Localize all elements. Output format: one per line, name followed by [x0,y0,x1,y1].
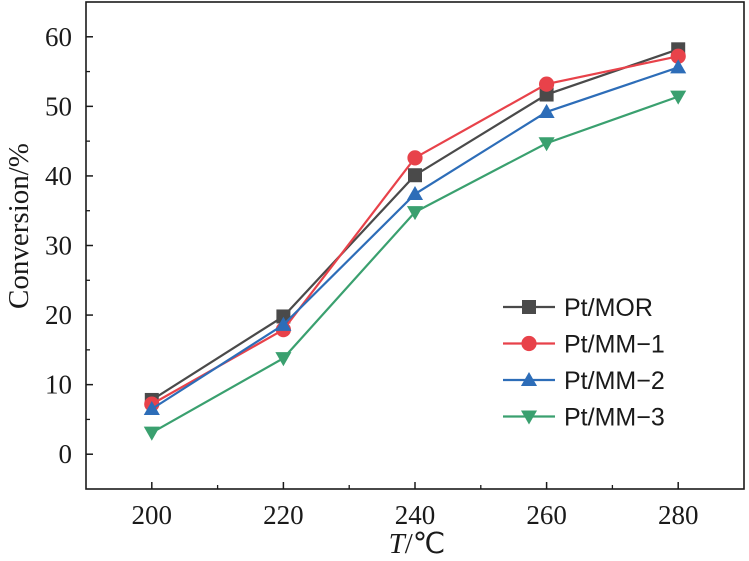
x-axis-title-variable: T [389,528,407,560]
legend-item: Pt/MM−3 [503,404,665,432]
series-4 [143,90,687,441]
data-point [539,87,554,102]
data-point [670,59,687,74]
legend-marker [520,371,538,387]
y-tick-label: 60 [45,22,72,52]
y-tick-label: 50 [45,91,72,121]
data-point [406,185,424,201]
legend-label: Pt/MM−1 [564,331,665,359]
data-point [143,400,160,416]
x-axis-title: T/℃ [389,528,446,560]
x-tick-label: 260 [526,500,567,530]
legend: Pt/MOR Pt/MM−1 Pt/MM−2 Pt/MM−3 [503,294,665,432]
legend-item: Pt/MOR [503,294,653,322]
data-point [407,150,423,166]
data-point [275,316,292,331]
series-layer [143,42,687,441]
legend-marker [522,300,536,314]
data-point [538,137,555,152]
legend-label: Pt/MM−3 [564,404,665,432]
y-tick-label: 20 [45,300,72,330]
x-axis: 200 220 240 260 280 [132,482,699,530]
x-tick-label: 200 [132,500,173,530]
x-axis-title-unit: /℃ [405,528,446,560]
legend-item: Pt/MM−2 [503,367,665,395]
data-point [406,206,424,221]
data-point [670,90,687,105]
y-tick-label: 0 [59,439,73,469]
y-axis: 0 10 20 30 40 50 60 [45,22,93,469]
legend-marker [521,335,537,352]
y-axis-title: Conversion/% [3,143,35,309]
legend-label: Pt/MOR [564,294,653,322]
legend-item: Pt/MM−1 [503,331,665,359]
y-tick-label: 40 [45,161,72,191]
data-point [538,103,555,118]
y-tick-label: 10 [45,370,72,400]
legend-label: Pt/MM−2 [564,367,665,395]
data-point [408,168,422,183]
legend-marker [520,410,538,425]
x-tick-label: 240 [395,500,436,530]
x-tick-label: 220 [263,500,304,530]
data-point [143,426,160,441]
data-point [539,76,555,92]
series-3 [143,59,687,416]
data-point [670,48,686,64]
data-point [275,352,292,367]
y-tick-label: 30 [45,231,72,261]
x-tick-label: 280 [658,500,699,530]
